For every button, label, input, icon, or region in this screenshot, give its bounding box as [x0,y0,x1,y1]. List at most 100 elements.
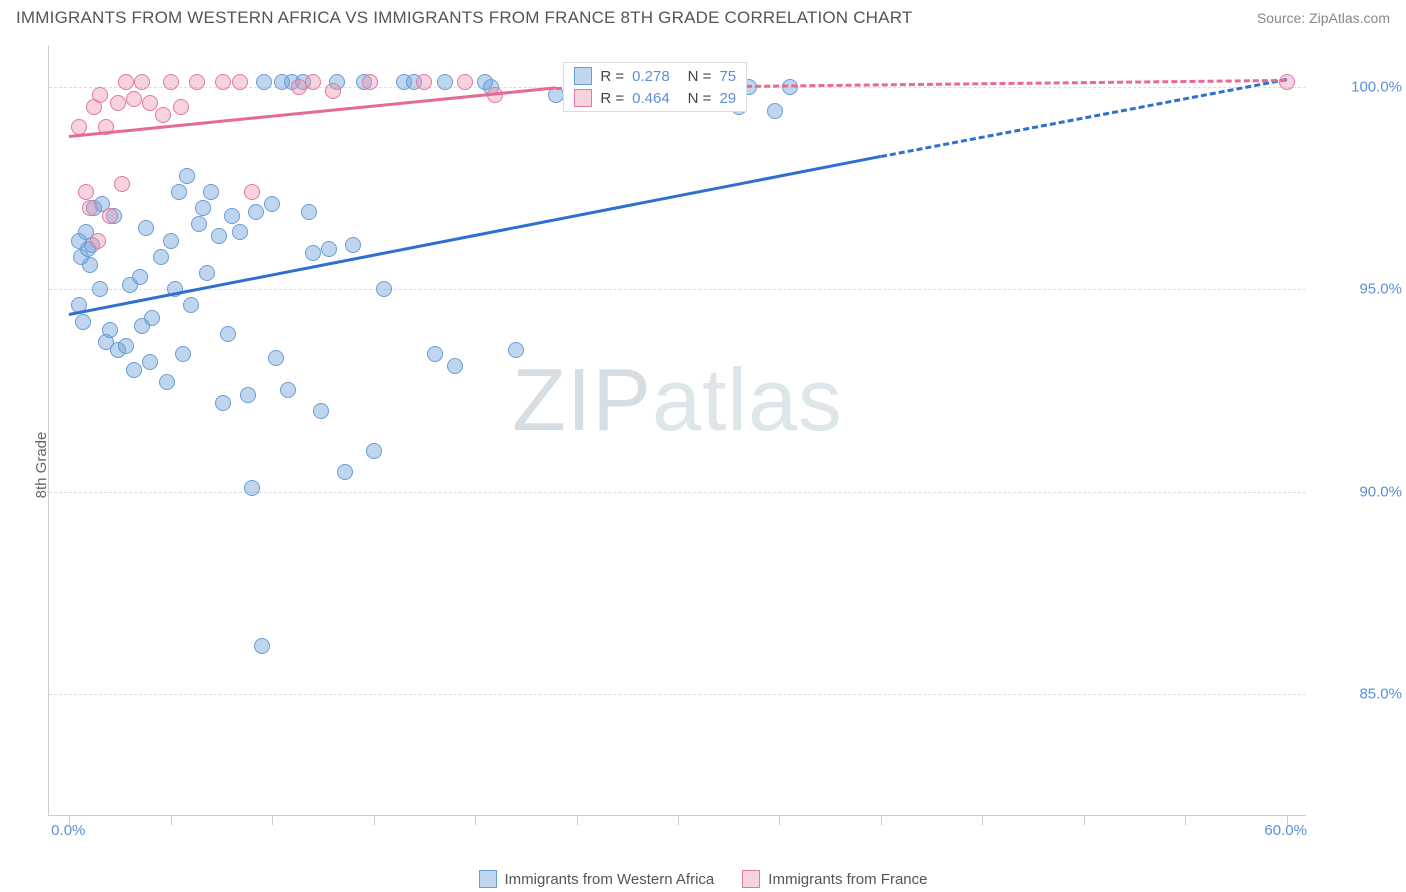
data-point [163,74,179,90]
data-point [102,208,118,224]
data-point [215,74,231,90]
x-tick-label: 60.0% [1264,822,1307,839]
data-point [78,184,94,200]
n-label: N = [688,68,712,85]
data-point [767,103,783,119]
data-point [224,208,240,224]
x-tick [1084,815,1085,825]
data-point [254,638,270,654]
data-point [134,74,150,90]
y-tick-label: 90.0% [1312,483,1402,500]
data-point [427,346,443,362]
data-point [264,196,280,212]
x-tick [982,815,983,825]
x-tick [881,815,882,825]
data-point [1279,74,1295,90]
legend-swatch [479,870,497,888]
data-point [110,95,126,111]
data-point [189,74,205,90]
data-point [313,403,329,419]
data-point [138,220,154,236]
data-point [183,297,199,313]
data-point [244,184,260,200]
data-point [256,74,272,90]
legend-row: R =0.464N =29 [564,87,746,109]
data-point [142,354,158,370]
r-value: 0.278 [632,68,670,85]
y-tick-label: 85.0% [1312,686,1402,703]
data-point [102,322,118,338]
title-bar: IMMIGRANTS FROM WESTERN AFRICA VS IMMIGR… [0,0,1406,32]
data-point [92,87,108,103]
data-point [244,480,260,496]
data-point [82,200,98,216]
data-point [321,241,337,257]
r-label: R = [600,90,624,107]
data-point [345,237,361,253]
legend-item: Immigrants from Western Africa [479,870,715,888]
data-point [447,358,463,374]
x-tick [678,815,679,825]
watermark: ZIPatlas [512,349,843,451]
data-point [508,342,524,358]
x-tick [272,815,273,825]
plot-area: ZIPatlas 85.0%90.0%95.0%100.0% [48,46,1306,816]
data-point [437,74,453,90]
legend-swatch [742,870,760,888]
chart-title: IMMIGRANTS FROM WESTERN AFRICA VS IMMIGR… [16,8,912,28]
data-point [305,74,321,90]
source-label: Source: ZipAtlas.com [1257,10,1390,26]
data-point [155,107,171,123]
data-point [82,257,98,273]
n-value: 29 [719,90,736,107]
data-point [90,233,106,249]
data-point [175,346,191,362]
data-point [171,184,187,200]
legend-swatch [574,67,592,85]
gridline [49,492,1306,493]
legend-swatch [574,89,592,107]
legend-label: Immigrants from France [768,871,927,888]
data-point [159,374,175,390]
data-point [153,249,169,265]
data-point [301,204,317,220]
data-point [211,228,227,244]
y-tick-label: 95.0% [1312,281,1402,298]
data-point [215,395,231,411]
data-point [232,74,248,90]
data-point [126,362,142,378]
chart-container: 8th Grade ZIPatlas 85.0%90.0%95.0%100.0%… [0,38,1406,892]
data-point [118,74,134,90]
legend-correlation: R =0.278N =75R =0.464N =29 [563,62,747,112]
data-point [195,200,211,216]
trend-line [69,87,556,139]
data-point [173,99,189,115]
watermark-light: atlas [652,350,843,449]
data-point [163,233,179,249]
data-point [199,265,215,281]
data-point [220,326,236,342]
data-point [325,83,341,99]
data-point [362,74,378,90]
r-value: 0.464 [632,90,670,107]
r-label: R = [600,68,624,85]
trend-line [881,78,1287,158]
legend-label: Immigrants from Western Africa [505,871,715,888]
data-point [118,338,134,354]
data-point [144,310,160,326]
data-point [376,281,392,297]
y-tick-label: 100.0% [1312,78,1402,95]
data-point [366,443,382,459]
data-point [232,224,248,240]
data-point [92,281,108,297]
data-point [132,269,148,285]
data-point [203,184,219,200]
x-tick [577,815,578,825]
data-point [457,74,473,90]
data-point [248,204,264,220]
data-point [268,350,284,366]
data-point [179,168,195,184]
data-point [75,314,91,330]
data-point [240,387,256,403]
x-tick [171,815,172,825]
